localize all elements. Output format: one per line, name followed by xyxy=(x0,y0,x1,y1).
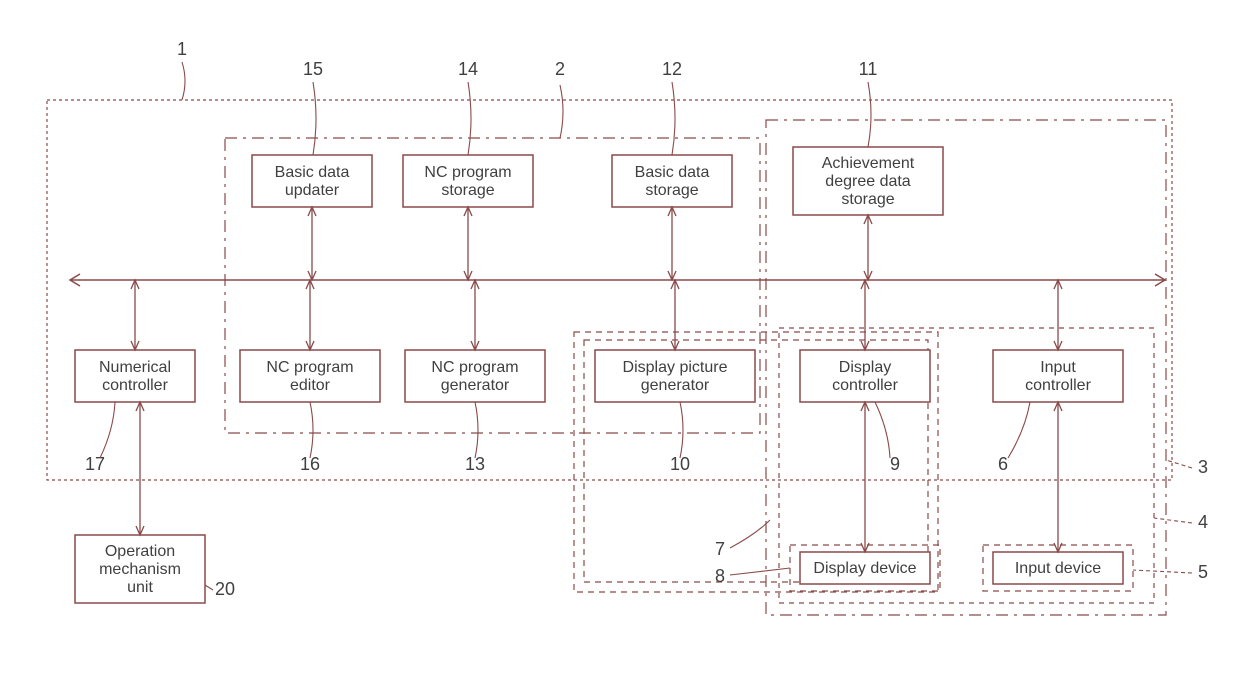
block-b13 xyxy=(405,350,545,402)
ref-label-9: 9 xyxy=(890,454,900,474)
block-b12-line0: Basic data xyxy=(635,164,710,181)
block-b16-line0: NC program xyxy=(266,359,353,376)
block-b20-line2: unit xyxy=(127,579,153,596)
block-b13-line1: generator xyxy=(441,377,510,394)
block-b11-line1: degree data xyxy=(825,173,911,190)
leader-line-4 xyxy=(1154,518,1192,523)
block-b15-line1: updater xyxy=(285,182,340,199)
leader-line-10 xyxy=(680,402,683,458)
block-b14-line1: storage xyxy=(441,182,494,199)
block-b10 xyxy=(595,350,755,402)
block-b6-line1: controller xyxy=(1025,377,1091,394)
leader-line-12 xyxy=(672,82,675,155)
block-b15 xyxy=(252,155,372,207)
block-b6-line0: Input xyxy=(1040,359,1076,376)
block-b16 xyxy=(240,350,380,402)
block-b9-line1: controller xyxy=(832,377,898,394)
block-b13-line0: NC program xyxy=(431,359,518,376)
block-b12-line1: storage xyxy=(645,182,698,199)
leader-line-17 xyxy=(100,402,115,458)
leader-line-8 xyxy=(730,568,790,575)
ref-label-17: 17 xyxy=(85,454,105,474)
ref-label-1: 1 xyxy=(177,39,187,59)
block-b6 xyxy=(993,350,1123,402)
ref-label-8: 8 xyxy=(715,566,725,586)
leader-line-14 xyxy=(468,82,471,155)
block-b17-line0: Numerical xyxy=(99,359,171,376)
block-b17 xyxy=(75,350,195,402)
ref-label-20: 20 xyxy=(215,579,235,599)
leader-line-1 xyxy=(182,62,185,100)
ref-label-3: 3 xyxy=(1198,457,1208,477)
block-b8d-line0: Display device xyxy=(813,560,916,577)
block-b9 xyxy=(800,350,930,402)
block-b15-line0: Basic data xyxy=(275,164,350,181)
leader-line-11 xyxy=(868,82,871,147)
leader-line-15 xyxy=(313,82,316,155)
ref-label-12: 12 xyxy=(662,59,682,79)
ref-label-4: 4 xyxy=(1198,512,1208,532)
leader-line-13 xyxy=(475,402,478,458)
ref-label-7: 7 xyxy=(715,539,725,559)
ref-label-14: 14 xyxy=(458,59,478,79)
block-b9-line0: Display xyxy=(839,359,891,376)
block-b10-line1: generator xyxy=(641,377,710,394)
block-b17-line1: controller xyxy=(102,377,168,394)
block-b20-line0: Operation xyxy=(105,543,175,560)
block-b14-line0: NC program xyxy=(424,164,511,181)
leader-line-20 xyxy=(205,585,213,590)
ref-label-15: 15 xyxy=(303,59,323,79)
leader-line-2 xyxy=(560,85,563,138)
block-b5d-line0: Input device xyxy=(1015,560,1101,577)
block-b12 xyxy=(612,155,732,207)
leader-line-3 xyxy=(1166,460,1192,468)
ref-label-11: 11 xyxy=(859,59,878,79)
block-b11-line2: storage xyxy=(841,191,894,208)
outer-boundary-rect xyxy=(47,100,1172,480)
ref-label-5: 5 xyxy=(1198,562,1208,582)
leader-line-5 xyxy=(1133,570,1192,573)
leader-line-6 xyxy=(1008,402,1030,458)
block-b10-line0: Display picture xyxy=(623,359,728,376)
leader-line-16 xyxy=(310,402,313,458)
block-b14 xyxy=(403,155,533,207)
block-b20-line1: mechanism xyxy=(99,561,181,578)
leader-line-9 xyxy=(875,402,890,458)
block-b16-line1: editor xyxy=(290,377,331,394)
ref-label-2: 2 xyxy=(555,59,565,79)
ref-label-6: 6 xyxy=(998,454,1008,474)
block-b11-line0: Achievement xyxy=(822,155,915,172)
leader-line-7 xyxy=(730,520,770,548)
